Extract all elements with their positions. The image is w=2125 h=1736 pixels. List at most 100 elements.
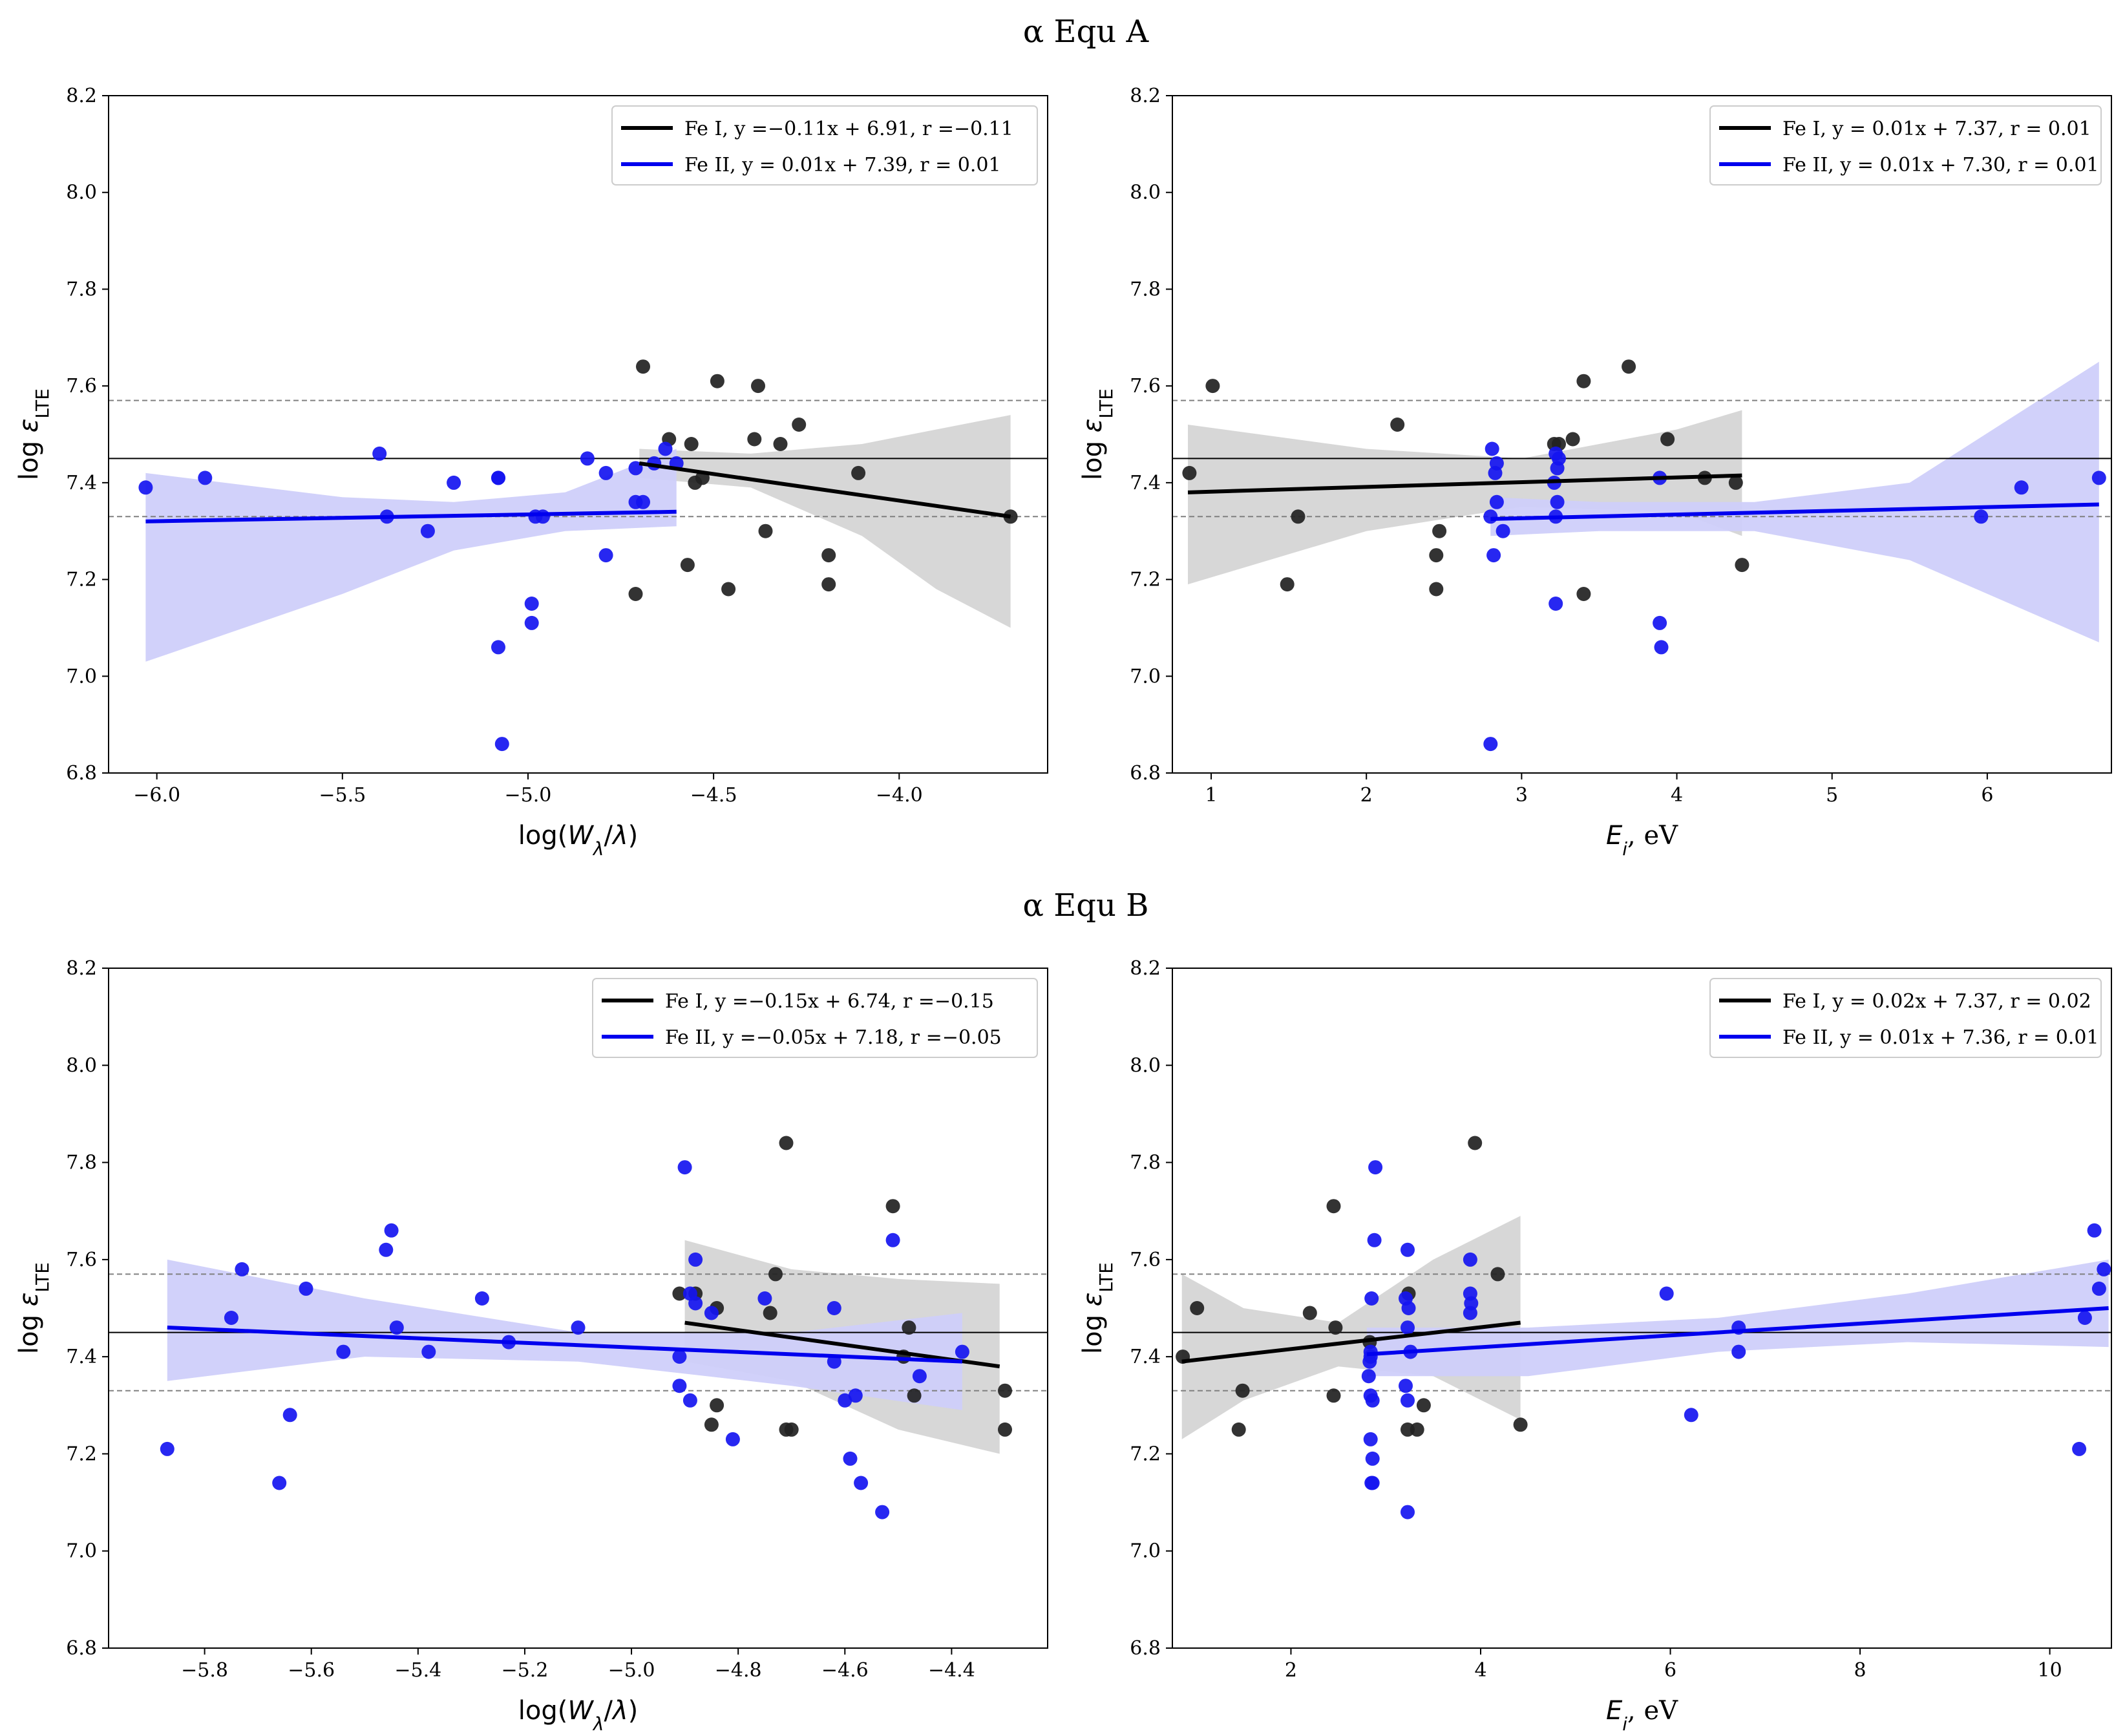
data-point-fe-ii-2 xyxy=(1488,465,1503,480)
x-tick-label: 2 xyxy=(1285,1659,1297,1682)
y-axis-label: log εLTE xyxy=(14,1262,53,1354)
y-tick-label: 7.2 xyxy=(66,569,97,591)
y-tick-label: 7.8 xyxy=(1130,1152,1161,1174)
legend-entry-fe-ii: Fe II, y = 0.01x + 7.39, r = 0.01 xyxy=(684,154,1001,176)
legend-box xyxy=(1709,978,2102,1058)
data-point-fe-i-10 xyxy=(688,475,703,490)
data-point-fe-i-2 xyxy=(751,379,765,394)
section-title-a: α Equ A xyxy=(1023,14,1150,50)
data-point-fe-ii-7 xyxy=(491,471,505,485)
data-point-fe-i-5 xyxy=(1326,1199,1341,1214)
data-point-fe-i-15 xyxy=(821,577,836,592)
axes-frame xyxy=(108,95,1048,774)
data-point-fe-ii-2 xyxy=(235,1262,249,1276)
x-tick-label: 5 xyxy=(1826,784,1838,807)
x-axis-label: Ei, eV xyxy=(1606,1696,1678,1735)
data-point-fe-ii-18 xyxy=(2014,480,2029,495)
data-point-fe-ii-21 xyxy=(491,640,505,655)
data-point-fe-i-13 xyxy=(821,548,836,563)
y-tick-label: 7.0 xyxy=(66,1540,97,1563)
data-point-fe-ii-23 xyxy=(757,1291,772,1306)
fit-line-fe-ii xyxy=(1366,1306,2109,1357)
plot-area xyxy=(1172,1136,2111,1519)
axes-frame xyxy=(1172,95,2112,774)
fit-line-fe-ii xyxy=(1490,502,2099,521)
data-point-fe-i-11 xyxy=(710,1398,724,1413)
data-point-fe-ii-2 xyxy=(372,446,387,461)
confidence-band-fe-ii xyxy=(1366,1259,2109,1377)
data-point-fe-ii-15 xyxy=(688,1252,703,1267)
x-tick-label: −5.5 xyxy=(319,784,366,807)
data-point-fe-ii-4 xyxy=(1483,509,1498,524)
x-tick-label: −5.2 xyxy=(502,1659,549,1682)
y-tick-label: 7.8 xyxy=(66,1152,97,1174)
data-point-fe-ii-24 xyxy=(1463,1306,1477,1320)
data-point-fe-i-14 xyxy=(1660,432,1675,447)
data-point-fe-ii-9 xyxy=(1362,1354,1377,1369)
data-point-fe-ii-5 xyxy=(1401,1301,1416,1315)
x-tick-label: −4.4 xyxy=(928,1659,975,1682)
data-point-fe-ii-20 xyxy=(1483,737,1498,752)
data-point-fe-ii-26 xyxy=(838,1393,852,1408)
data-point-fe-ii-16 xyxy=(1654,640,1669,655)
data-point-fe-i-1 xyxy=(710,374,724,388)
data-point-fe-i-14 xyxy=(680,558,695,573)
data-point-fe-ii-13 xyxy=(1549,597,1563,611)
data-point-fe-ii-29 xyxy=(854,1476,869,1490)
data-point-fe-ii-31 xyxy=(2087,1223,2102,1238)
y-tick-label: 6.8 xyxy=(66,762,97,785)
x-tick-label: 6 xyxy=(1981,784,1993,807)
data-point-fe-i-12 xyxy=(758,524,773,538)
data-point-fe-i-15 xyxy=(998,1422,1012,1437)
plot-area xyxy=(1172,359,2111,752)
data-point-fe-ii-21 xyxy=(682,1393,697,1408)
data-point-fe-ii-4 xyxy=(282,1408,297,1423)
data-point-fe-ii-22 xyxy=(494,737,509,752)
y-tick-label: 7.6 xyxy=(66,1249,97,1271)
data-point-fe-i-11 xyxy=(1003,509,1018,524)
data-point-fe-ii-28 xyxy=(843,1451,858,1466)
data-point-fe-ii-17 xyxy=(1974,509,1989,524)
data-point-fe-ii-17 xyxy=(1365,1451,1380,1466)
data-point-fe-i-1 xyxy=(1190,1301,1205,1315)
data-point-fe-ii-3 xyxy=(1364,1291,1379,1306)
data-point-fe-ii-5 xyxy=(1496,524,1510,538)
data-point-fe-ii-19 xyxy=(1365,1476,1380,1490)
data-point-fe-i-14 xyxy=(1513,1417,1528,1432)
data-point-fe-ii-1 xyxy=(224,1311,238,1325)
y-axis-label: log εLTE xyxy=(1078,1262,1117,1354)
legend-entry-fe-i: Fe I, y = 0.02x + 7.37, r = 0.02 xyxy=(1782,990,2091,1013)
data-point-fe-ii-30 xyxy=(2077,1311,2092,1325)
y-axis-label: log εLTE xyxy=(1078,388,1117,480)
x-tick-label: −4.5 xyxy=(690,784,737,807)
data-point-fe-i-5 xyxy=(1429,548,1444,563)
x-tick-label: −5.4 xyxy=(394,1659,441,1682)
data-point-fe-i-11 xyxy=(1576,374,1591,388)
data-point-fe-ii-22 xyxy=(725,1432,740,1446)
legend-box xyxy=(592,978,1038,1058)
y-tick-label: 8.0 xyxy=(66,182,97,204)
x-tick-label: −4.0 xyxy=(876,784,923,807)
data-point-fe-ii-6 xyxy=(1486,548,1501,563)
data-point-fe-ii-28 xyxy=(1731,1344,1746,1359)
data-point-fe-ii-33 xyxy=(2097,1262,2111,1276)
data-point-fe-ii-20 xyxy=(524,615,539,630)
confidence-band-fe-ii xyxy=(145,449,677,662)
x-tick-label: −4.6 xyxy=(821,1659,869,1682)
data-point-fe-i-4 xyxy=(1390,418,1405,432)
data-point-fe-i-6 xyxy=(1328,1320,1343,1335)
data-point-fe-ii-13 xyxy=(571,1320,586,1335)
x-tick-label: −5.6 xyxy=(288,1659,335,1682)
y-tick-label: 7.4 xyxy=(66,472,97,494)
data-point-fe-ii-27 xyxy=(848,1388,863,1403)
x-tick-label: 6 xyxy=(1664,1659,1676,1682)
data-point-fe-i-3 xyxy=(672,1286,687,1301)
x-tick-label: 4 xyxy=(1671,784,1683,807)
legend: Fe I, y =−0.15x + 6.74, r =−0.15 Fe II, y… xyxy=(592,978,1038,1058)
data-point-fe-i-7 xyxy=(773,437,788,451)
data-point-fe-i-2 xyxy=(768,1267,783,1282)
data-point-fe-ii-1 xyxy=(1367,1233,1382,1247)
y-tick-label: 7.4 xyxy=(1130,1346,1161,1368)
panel-panel-a-left: −6.0 −5.5 −5.0 −4.5 −4.0 6.8 7.0 7.2 7.4 7.6 7.8 8.… xyxy=(14,85,1048,860)
data-point-fe-i-0 xyxy=(636,359,650,374)
